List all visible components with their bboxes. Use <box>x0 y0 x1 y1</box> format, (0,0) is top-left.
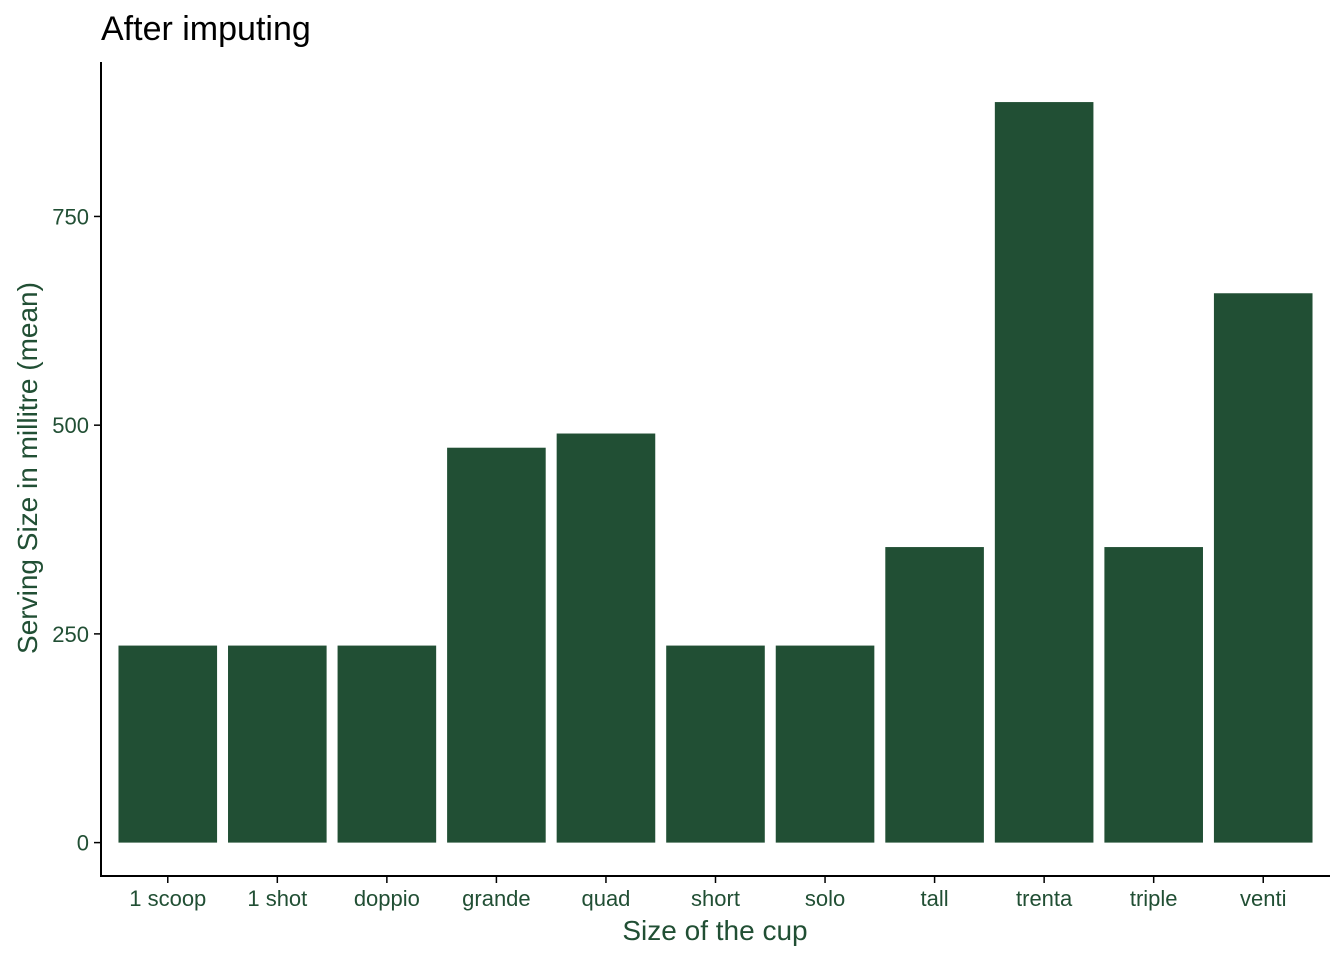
bar-1-shot <box>228 645 327 843</box>
bar-solo <box>775 645 875 843</box>
bar-group <box>118 102 1313 843</box>
bar-venti <box>1213 293 1313 843</box>
bar-triple <box>1104 547 1203 843</box>
x-axis-title: Size of the cup <box>622 915 807 946</box>
chart-title: After imputing <box>101 10 311 48</box>
x-tick-label: venti <box>1240 886 1286 911</box>
bar-short <box>666 645 765 843</box>
bar-quad <box>556 433 656 843</box>
bar-tall <box>885 547 984 843</box>
bar-doppio <box>337 645 437 843</box>
x-axis-ticks: 1 scoop 1 shot doppio grande quad short solo ta… <box>129 876 1286 911</box>
x-tick-label: short <box>691 886 740 911</box>
x-tick-label: 1 shot <box>247 886 307 911</box>
y-tick-label: 0 <box>77 831 89 856</box>
x-tick-label: solo <box>805 886 845 911</box>
x-tick-label: trenta <box>1016 886 1073 911</box>
y-axis-title: Serving Size in millitre (mean) <box>12 282 43 654</box>
x-tick-label: triple <box>1130 886 1178 911</box>
bar-1-scoop <box>118 645 218 843</box>
x-tick-label: tall <box>921 886 949 911</box>
x-tick-label: quad <box>581 886 630 911</box>
y-axis-ticks: 0 250 500 750 <box>52 204 101 856</box>
bar-trenta <box>994 102 1094 843</box>
y-tick-label: 750 <box>52 204 89 229</box>
x-tick-label: grande <box>462 886 531 911</box>
y-tick-label: 500 <box>52 413 89 438</box>
x-tick-label: 1 scoop <box>129 886 206 911</box>
x-tick-label: doppio <box>354 886 420 911</box>
y-tick-label: 250 <box>52 622 89 647</box>
bar-grande <box>447 447 546 843</box>
